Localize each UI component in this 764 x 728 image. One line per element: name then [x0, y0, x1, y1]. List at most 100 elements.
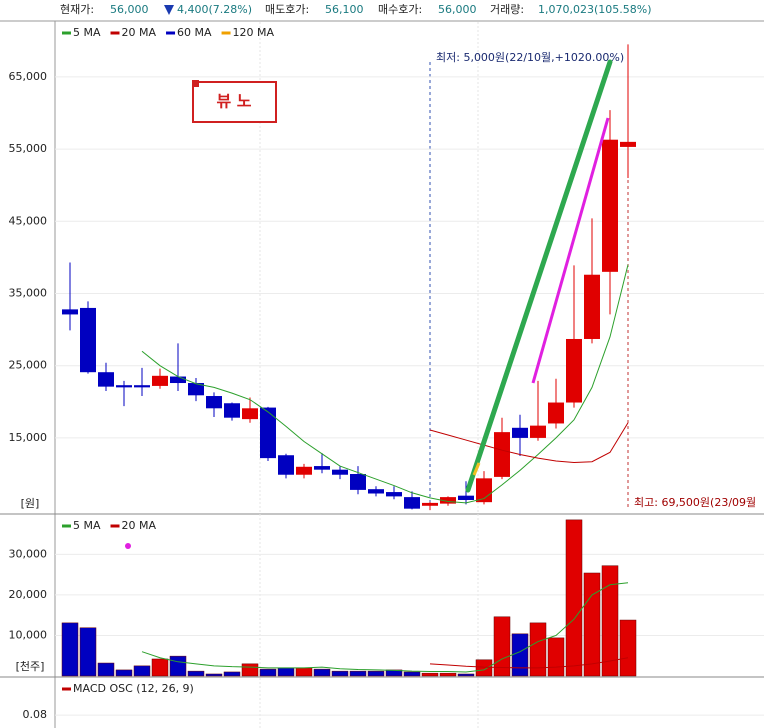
y-tick-label: 55,000	[9, 142, 48, 155]
legend-label: MACD OSC (12, 26, 9)	[73, 682, 194, 695]
legend-label: 5 MA	[73, 26, 101, 39]
note-box	[192, 81, 277, 123]
unit-label: [천주]	[16, 659, 45, 673]
legend-label: 120 MA	[233, 26, 275, 39]
candle-body	[440, 497, 456, 504]
volume-bar	[421, 672, 439, 677]
value: 56,100	[325, 3, 364, 16]
value: 4,400(7.28%)	[177, 3, 252, 16]
drawn-trendline	[531, 117, 610, 384]
y-tick-label: 15,000	[9, 431, 48, 444]
volume-bar	[367, 670, 385, 677]
volume-bar	[133, 665, 151, 677]
candle-body	[566, 338, 582, 403]
volume-bar	[241, 663, 259, 677]
label: 매도호가:	[265, 3, 309, 16]
candle-body	[188, 383, 204, 396]
candle-body	[386, 492, 402, 497]
candle-body	[620, 141, 636, 147]
volume-bar	[349, 670, 367, 677]
y-tick-label: 35,000	[9, 286, 48, 299]
volume-bar	[169, 655, 187, 677]
note-handle	[192, 80, 199, 87]
ma-line	[429, 657, 629, 669]
candle-body	[530, 425, 546, 438]
value: 1,070,023(105.58%)	[538, 3, 652, 16]
candle-body	[584, 274, 600, 339]
drawn-trendline	[465, 59, 613, 493]
volume-bar	[619, 619, 637, 677]
value: 56,000	[438, 3, 477, 16]
volume-bar	[403, 671, 421, 677]
volume-bar	[151, 658, 169, 677]
volume-bar	[457, 673, 475, 677]
y-tick-label: 30,000	[9, 547, 48, 560]
candle-body	[458, 495, 474, 501]
candle-body	[332, 469, 348, 475]
ma-line	[141, 264, 629, 504]
volume-bar	[205, 673, 223, 677]
candle-body	[476, 478, 492, 503]
label: 현재가:	[60, 3, 94, 16]
volume-bar	[97, 662, 115, 677]
volume-bar	[601, 565, 619, 677]
volume-bar	[439, 672, 457, 677]
legend-label: 60 MA	[177, 26, 212, 39]
legend-label: 20 MA	[122, 26, 157, 39]
drawn-dot	[125, 543, 131, 549]
volume-bar	[529, 622, 547, 677]
candle-body	[314, 466, 330, 470]
y-tick-label: 65,000	[9, 70, 48, 83]
candle-body	[350, 474, 366, 490]
candle-body	[548, 402, 564, 424]
y-tick-label: 20,000	[9, 588, 48, 601]
y-tick-label: 25,000	[9, 359, 48, 372]
volume-bar	[61, 622, 79, 677]
volume-bar	[79, 627, 97, 677]
legend-label: 20 MA	[122, 519, 157, 532]
volume-bar	[187, 670, 205, 677]
y-tick-label: 10,000	[9, 628, 48, 641]
candle-body	[152, 375, 168, 386]
candle-body	[242, 408, 258, 420]
volume-bar	[295, 667, 313, 677]
note-text: 뷰 노	[216, 92, 251, 111]
volume-bar	[475, 659, 493, 677]
volume-bar	[547, 637, 565, 677]
candle-body	[170, 376, 186, 384]
candle-body	[368, 489, 384, 494]
label: 거래량:	[490, 3, 524, 16]
high-annotation: 최고: 69,500원(23/09월	[634, 496, 756, 509]
candle-body	[422, 502, 438, 506]
candle-body	[224, 403, 240, 418]
candle-body	[134, 385, 150, 388]
ma-line	[141, 582, 629, 673]
label: 매수호가:	[378, 3, 422, 16]
unit-label: [원]	[21, 497, 40, 510]
volume-bar	[223, 671, 241, 677]
y-tick-label: 45,000	[9, 214, 48, 227]
legend-label: 5 MA	[73, 519, 101, 532]
candle-body	[116, 385, 132, 388]
volume-bar	[331, 670, 349, 677]
volume-bar	[313, 668, 331, 677]
value: 56,000	[110, 3, 149, 16]
low-annotation: 최저: 5,000원(22/10월,+1020.00%)	[436, 51, 624, 64]
ma-line	[429, 422, 629, 463]
candle-body	[80, 307, 96, 373]
candle-body	[296, 466, 312, 475]
candle-body	[404, 497, 420, 509]
candle-body	[494, 432, 510, 477]
volume-bar	[511, 633, 529, 677]
y-tick-label: 0.08	[23, 708, 48, 721]
volume-bar	[259, 668, 277, 677]
candle-body	[602, 139, 618, 272]
candle-body	[512, 427, 528, 438]
volume-bar	[565, 519, 583, 677]
drawn-mark	[472, 462, 481, 476]
volume-bar	[277, 667, 295, 677]
candle-body	[206, 396, 222, 409]
candle-body	[278, 455, 294, 475]
